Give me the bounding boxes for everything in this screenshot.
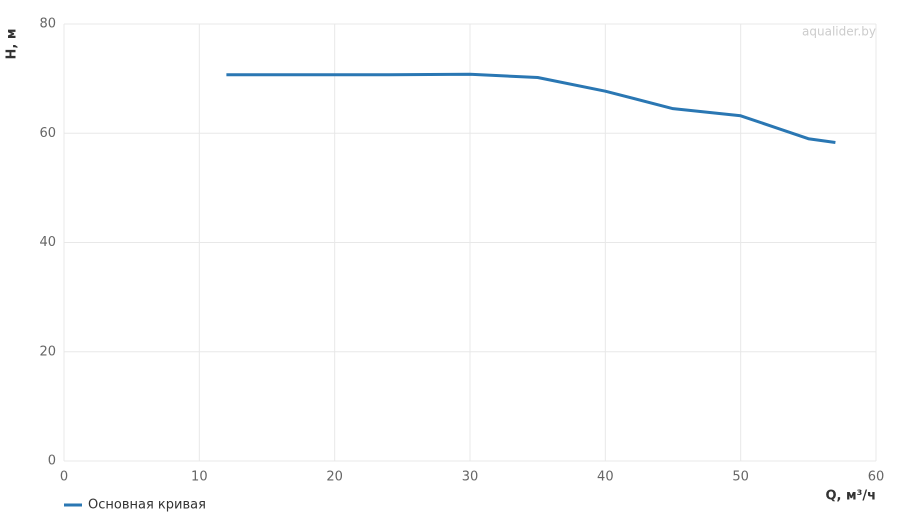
y-tick-label: 20	[39, 344, 56, 359]
y-tick-label: 0	[48, 454, 56, 469]
x-tick-label: 50	[732, 470, 749, 485]
x-tick-label: 20	[326, 470, 343, 485]
legend-label: Основная кривая	[88, 498, 206, 513]
y-axis-title: H, м	[5, 29, 20, 60]
x-tick-label: 10	[191, 470, 208, 485]
y-tick-label: 40	[39, 235, 56, 250]
x-tick-label: 30	[462, 470, 479, 485]
data-line	[226, 72, 836, 145]
x-tick-label: 40	[597, 470, 614, 485]
y-tick-label: 80	[39, 17, 56, 32]
x-tick-label: 0	[60, 470, 68, 485]
y-tick-label: 60	[39, 126, 56, 141]
watermark: aqualider.by	[802, 25, 876, 39]
x-tick-label: 60	[868, 470, 885, 485]
x-axis-title: Q, м³/ч	[825, 489, 876, 504]
